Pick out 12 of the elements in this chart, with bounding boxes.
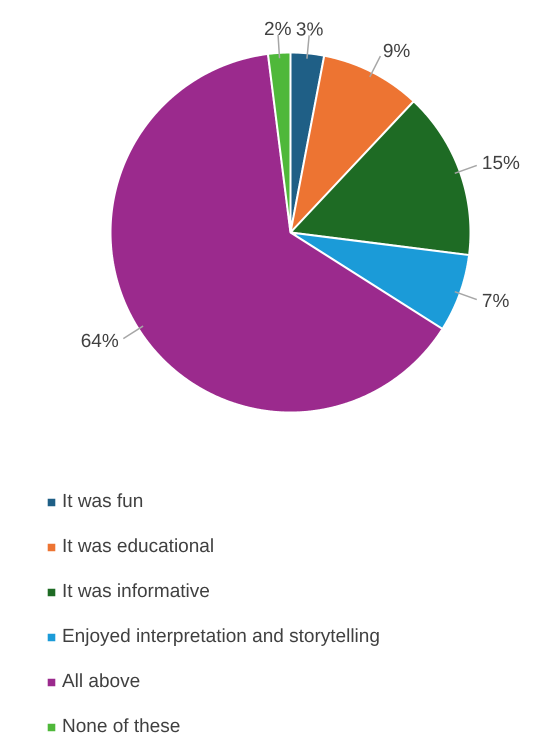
data-label: 7%	[482, 290, 510, 312]
data-label: 9%	[382, 40, 410, 62]
legend-label: All above	[62, 671, 140, 693]
data-label: 3%	[296, 20, 324, 41]
data-label: 15%	[482, 153, 520, 174]
data-label: 64%	[80, 330, 119, 352]
data-label: 2%	[264, 19, 292, 40]
legend-label: It was educational	[62, 536, 214, 558]
legend-label: It was informative	[62, 581, 210, 603]
legend-label: Enjoyed interpretation and storytelling	[62, 626, 380, 648]
legend-label: It was fun	[62, 491, 144, 513]
legend-label: None of these	[62, 716, 180, 738]
